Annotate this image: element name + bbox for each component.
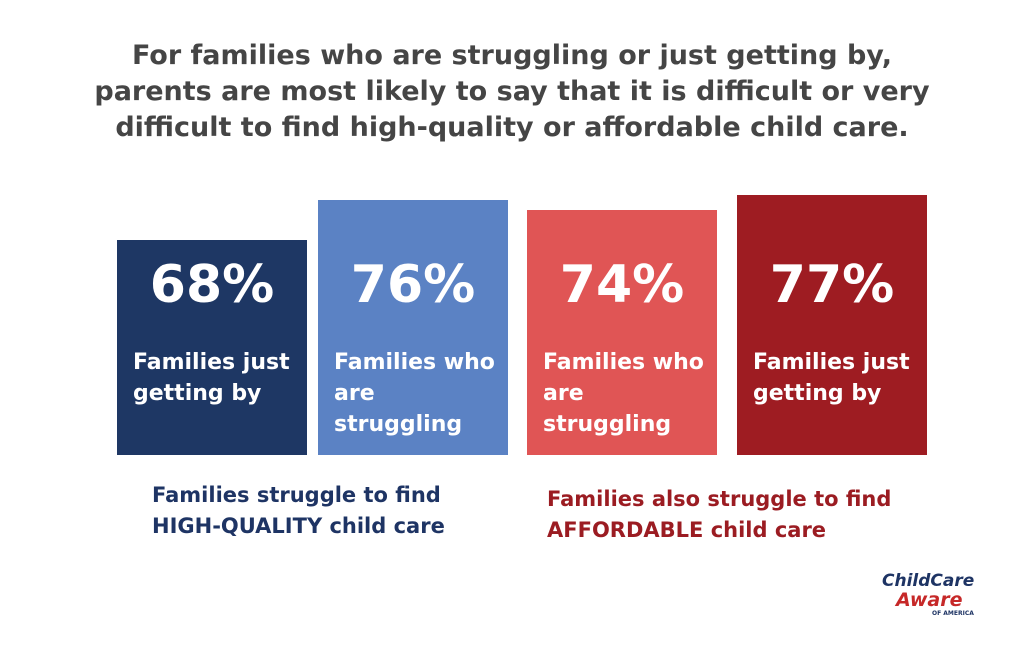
group-label: Families struggle to find HIGH-QUALITY c…	[152, 483, 445, 538]
value-label: 74%	[559, 255, 685, 315]
logo: ChildCare Aware OF AMERICA	[882, 572, 974, 617]
logo-line: ChildCare	[882, 571, 975, 591]
title: For families who are struggling or just …	[94, 40, 930, 143]
value-label: 77%	[769, 255, 895, 315]
bar: 68% Families just getting by	[117, 240, 307, 455]
logo-line: Aware	[896, 589, 963, 611]
logo-line: OF AMERICA	[932, 610, 974, 617]
category-label: Families just getting by	[753, 350, 910, 406]
category-label: Families just getting by	[133, 350, 290, 406]
value-label: 68%	[149, 255, 275, 315]
group-label: Families also struggle to find AFFORDABL…	[547, 487, 892, 542]
category-label: Families who are struggling	[543, 350, 704, 437]
value-label: 76%	[350, 255, 476, 315]
category-label: Families who are struggling	[334, 350, 495, 437]
bar: 74% Families who are struggling	[527, 210, 717, 455]
bar: 76% Families who are struggling	[318, 200, 508, 455]
bar: 77% Families just getting by	[737, 195, 927, 455]
